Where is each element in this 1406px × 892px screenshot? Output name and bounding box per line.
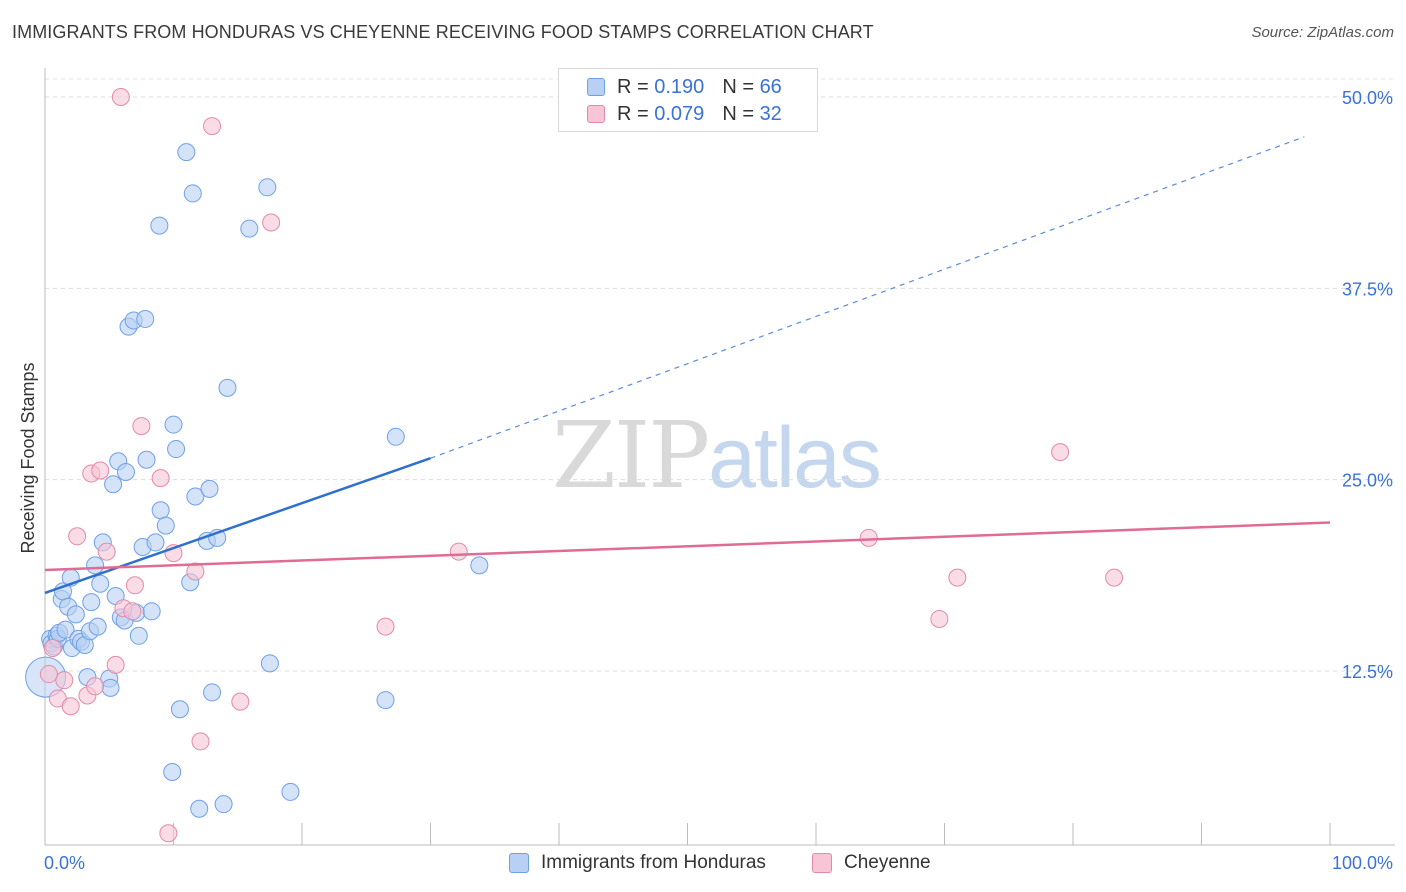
cheyenne-point bbox=[191, 732, 210, 751]
cheyenne-point bbox=[151, 469, 170, 488]
r-value: 0.190 bbox=[654, 75, 705, 98]
cheyenne-point bbox=[186, 562, 205, 581]
legend-label-cheyenne: Cheyenne bbox=[844, 852, 931, 873]
r-label: R = bbox=[617, 75, 649, 98]
honduras-point bbox=[190, 799, 209, 818]
honduras-point bbox=[214, 795, 233, 814]
honduras-point bbox=[376, 691, 395, 710]
r-value: 0.079 bbox=[654, 102, 705, 125]
honduras-point bbox=[101, 678, 120, 697]
honduras-swatch bbox=[587, 78, 605, 96]
honduras-point bbox=[258, 178, 277, 197]
cheyenne-point bbox=[1105, 568, 1124, 587]
honduras-point bbox=[177, 143, 196, 162]
x-tick-label: 100.0% bbox=[1332, 853, 1393, 873]
cheyenne-point bbox=[39, 665, 58, 684]
honduras-point bbox=[129, 626, 148, 645]
honduras-point bbox=[56, 620, 75, 639]
cheyenne-point bbox=[86, 677, 105, 696]
cheyenne-point bbox=[111, 88, 130, 106]
legend-row-cheyenne: R = 0.079 N = 32 bbox=[587, 102, 782, 126]
n-label: N = bbox=[722, 75, 754, 98]
honduras-point bbox=[91, 574, 110, 593]
honduras-point bbox=[200, 479, 219, 498]
honduras-point bbox=[146, 533, 165, 552]
honduras-point bbox=[82, 593, 101, 612]
honduras-point bbox=[142, 602, 161, 621]
honduras-point bbox=[167, 440, 186, 459]
n-value: 32 bbox=[759, 102, 782, 125]
honduras-point bbox=[104, 475, 123, 494]
honduras-point bbox=[164, 415, 183, 434]
honduras-legend-swatch bbox=[509, 853, 529, 873]
cheyenne-point bbox=[91, 461, 110, 480]
y-tick-label: 25.0% bbox=[1342, 471, 1393, 491]
series-legend: Immigrants from Honduras Cheyenne bbox=[0, 852, 1406, 878]
legend-label-honduras: Immigrants from Honduras bbox=[541, 852, 766, 873]
honduras-point bbox=[260, 654, 279, 673]
honduras-point bbox=[66, 605, 85, 624]
honduras-point bbox=[203, 683, 222, 702]
honduras-point bbox=[186, 487, 205, 506]
y-tick-label: 50.0% bbox=[1342, 88, 1393, 108]
honduras-point bbox=[163, 763, 182, 782]
honduras-point bbox=[88, 617, 107, 636]
cheyenne-point bbox=[97, 542, 116, 561]
cheyenne-point bbox=[376, 617, 395, 636]
legend-item-cheyenne: Cheyenne bbox=[812, 852, 931, 874]
y-tick-label: 37.5% bbox=[1342, 279, 1393, 299]
honduras-point bbox=[183, 184, 202, 203]
legend-row-honduras: R = 0.190 N = 66 bbox=[587, 75, 782, 99]
cheyenne-point bbox=[55, 671, 74, 690]
cheyenne-point bbox=[132, 417, 151, 436]
honduras-trendline bbox=[44, 457, 431, 595]
source-credit: Source: ZipAtlas.com bbox=[1251, 24, 1394, 41]
honduras-point bbox=[218, 378, 237, 397]
n-label: N = bbox=[722, 102, 754, 125]
zipatlas-watermark: ZIPatlas bbox=[552, 402, 882, 509]
cheyenne-point bbox=[106, 655, 125, 674]
watermark-atlas: atlas bbox=[708, 410, 882, 506]
honduras-point bbox=[156, 516, 175, 535]
x-tick-label: 0.0% bbox=[44, 853, 85, 873]
cheyenne-point bbox=[203, 117, 222, 136]
cheyenne-point bbox=[231, 692, 250, 711]
cheyenne-legend-swatch bbox=[812, 853, 832, 873]
cheyenne-point bbox=[159, 824, 178, 843]
cheyenne-trendline bbox=[44, 521, 1331, 572]
honduras-point bbox=[137, 450, 156, 469]
honduras-point bbox=[86, 556, 105, 575]
cheyenne-point bbox=[125, 576, 144, 595]
n-value: 66 bbox=[759, 75, 782, 98]
cheyenne-point bbox=[123, 602, 142, 621]
y-axis-title: Receiving Food Stamps bbox=[18, 362, 38, 553]
cheyenne-point bbox=[930, 609, 949, 628]
honduras-point bbox=[150, 216, 169, 235]
y-tick-label: 12.5% bbox=[1342, 662, 1393, 682]
honduras-point bbox=[281, 782, 300, 801]
honduras-point bbox=[151, 501, 170, 520]
cheyenne-point bbox=[859, 528, 878, 547]
honduras-point bbox=[470, 556, 489, 575]
cheyenne-point bbox=[948, 568, 967, 587]
cheyenne-point bbox=[262, 213, 281, 232]
correlation-legend: R = 0.190 N = 66 R = 0.079 N = 32 bbox=[558, 68, 818, 132]
cheyenne-point bbox=[449, 542, 468, 561]
cheyenne-point bbox=[1051, 443, 1070, 462]
watermark-zip: ZIP bbox=[552, 402, 710, 509]
honduras-point bbox=[170, 700, 189, 719]
cheyenne-point bbox=[68, 527, 87, 546]
honduras-point bbox=[386, 427, 405, 446]
legend-item-honduras: Immigrants from Honduras bbox=[509, 852, 766, 874]
cheyenne-point bbox=[61, 697, 80, 716]
cheyenne-swatch bbox=[587, 105, 605, 123]
honduras-trendline-extension bbox=[430, 136, 1305, 459]
honduras-point bbox=[116, 463, 135, 482]
chart-title: IMMIGRANTS FROM HONDURAS VS CHEYENNE REC… bbox=[12, 22, 874, 42]
honduras-point bbox=[240, 219, 259, 238]
cheyenne-point bbox=[43, 639, 62, 658]
honduras-point bbox=[136, 309, 155, 328]
r-label: R = bbox=[617, 102, 649, 125]
